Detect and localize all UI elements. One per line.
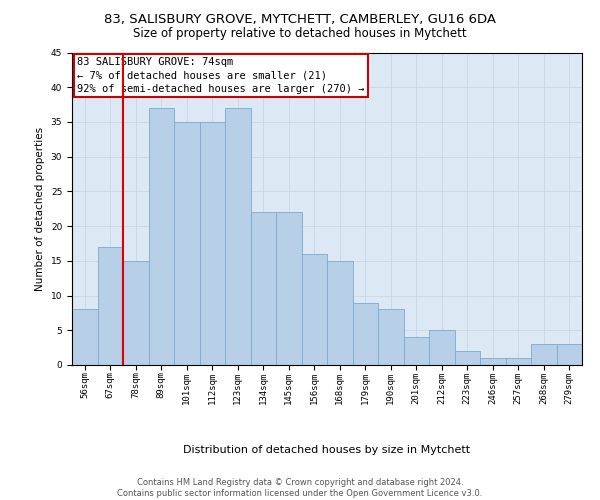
Bar <box>199 122 225 365</box>
Y-axis label: Number of detached properties: Number of detached properties <box>35 126 45 291</box>
Text: Contains HM Land Registry data © Crown copyright and database right 2024.
Contai: Contains HM Land Registry data © Crown c… <box>118 478 482 498</box>
Bar <box>557 344 582 365</box>
X-axis label: Distribution of detached houses by size in Mytchett: Distribution of detached houses by size … <box>184 445 470 455</box>
Bar <box>429 330 455 365</box>
Bar <box>123 261 149 365</box>
Bar <box>276 212 302 365</box>
Text: Size of property relative to detached houses in Mytchett: Size of property relative to detached ho… <box>133 28 467 40</box>
Bar <box>353 302 378 365</box>
Bar <box>480 358 505 365</box>
Bar <box>302 254 327 365</box>
Bar <box>531 344 557 365</box>
Bar <box>378 310 404 365</box>
Bar <box>327 261 353 365</box>
Bar <box>97 247 123 365</box>
Bar <box>404 337 429 365</box>
Bar <box>251 212 276 365</box>
Bar <box>225 108 251 365</box>
Text: 83, SALISBURY GROVE, MYTCHETT, CAMBERLEY, GU16 6DA: 83, SALISBURY GROVE, MYTCHETT, CAMBERLEY… <box>104 12 496 26</box>
Bar <box>455 351 480 365</box>
Bar <box>174 122 199 365</box>
Text: 83 SALISBURY GROVE: 74sqm
← 7% of detached houses are smaller (21)
92% of semi-d: 83 SALISBURY GROVE: 74sqm ← 7% of detach… <box>77 57 365 94</box>
Bar <box>149 108 174 365</box>
Bar <box>505 358 531 365</box>
Bar <box>72 310 97 365</box>
